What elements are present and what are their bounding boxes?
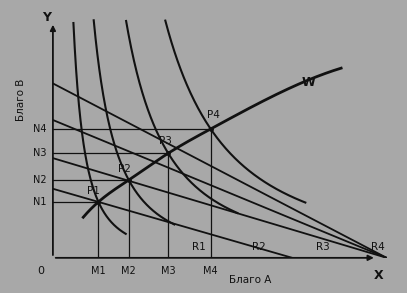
Text: M4: M4 bbox=[204, 266, 218, 276]
Text: N3: N3 bbox=[33, 148, 47, 158]
Text: 0: 0 bbox=[37, 266, 44, 276]
Text: Благо А: Благо А bbox=[229, 275, 271, 285]
Text: M2: M2 bbox=[121, 266, 136, 276]
Text: N2: N2 bbox=[33, 175, 47, 185]
Text: R2: R2 bbox=[252, 242, 266, 252]
Text: P1: P1 bbox=[88, 186, 100, 196]
Text: Благо В: Благо В bbox=[16, 79, 26, 121]
Text: P4: P4 bbox=[207, 110, 220, 120]
Text: M3: M3 bbox=[161, 266, 175, 276]
Text: Y: Y bbox=[42, 11, 51, 24]
Text: R1: R1 bbox=[192, 242, 206, 252]
Text: N4: N4 bbox=[33, 124, 47, 134]
Text: M1: M1 bbox=[91, 266, 106, 276]
Text: W: W bbox=[302, 76, 315, 89]
Text: N1: N1 bbox=[33, 197, 47, 207]
Text: P2: P2 bbox=[118, 164, 131, 174]
Text: P3: P3 bbox=[159, 136, 172, 146]
Text: R3: R3 bbox=[316, 242, 330, 252]
Text: R4: R4 bbox=[371, 242, 385, 252]
Text: X: X bbox=[374, 269, 383, 282]
